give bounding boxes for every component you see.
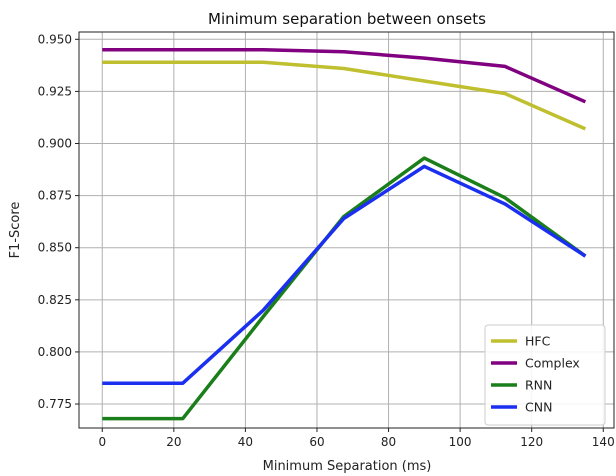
legend-label: RNN [525,378,552,393]
plot-frame [78,31,615,429]
y-tick-label: 0.825 [38,293,72,307]
x-tick-label: 120 [520,435,543,449]
series-line-complex [102,47,587,104]
legend-box [484,324,606,426]
x-tick-label: 140 [592,435,615,449]
chart-title: Minimum separation between onsets [208,10,486,28]
x-tick-label: 20 [166,435,181,449]
y-tick-label: 0.925 [38,84,72,98]
legend-label: Complex [525,356,580,371]
legend-label: HFC [525,334,551,349]
y-tick-label: 0.900 [38,137,72,151]
y-ticks: 0.775 0.800 0.825 0.850 0.875 0.900 0.925 0.950 [38,32,79,411]
y-tick-label: 0.875 [38,189,72,203]
x-tick-label: 60 [309,435,324,449]
legend: HFC Complex RNN CNN [484,324,606,426]
series-line-cnn [102,164,587,385]
y-tick-label: 0.775 [38,397,72,411]
y-tick-label: 0.950 [38,32,72,46]
legend-label: CNN [525,400,552,415]
y-axis-label: F1-Score [8,202,23,259]
y-tick-label: 0.800 [38,345,72,359]
series-line-hfc [102,60,587,131]
series-lines [102,47,587,421]
x-ticks: 0 20 40 60 80 100 120 140 [98,428,615,449]
x-axis-label: Minimum Separation (ms) [263,459,432,474]
x-tick-label: 0 [98,435,106,449]
x-tick-label: 100 [449,435,472,449]
x-tick-label: 80 [381,435,396,449]
grid [79,32,614,428]
x-tick-label: 40 [238,435,253,449]
y-tick-label: 0.850 [38,241,72,255]
